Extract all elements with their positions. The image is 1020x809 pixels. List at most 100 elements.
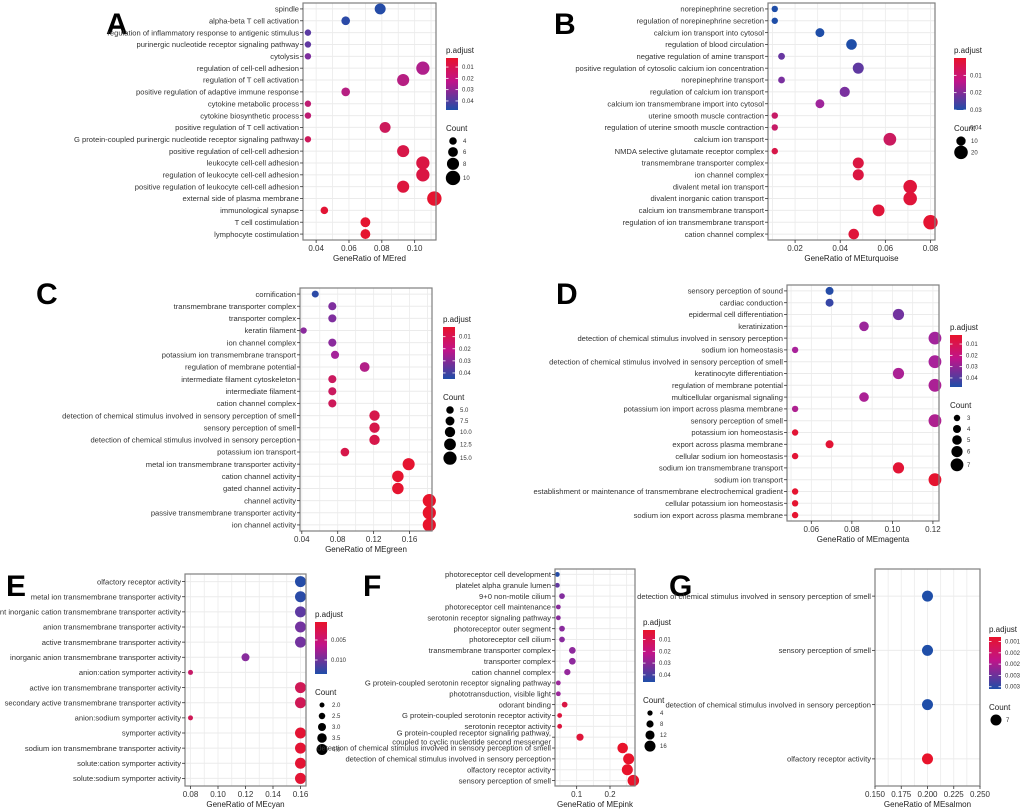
y-tick-label: sensory perception of smell bbox=[459, 776, 552, 785]
y-tick-label: cation channel complex bbox=[685, 230, 765, 239]
x-axis-label: GeneRatio of MEpink bbox=[557, 800, 634, 809]
size-legend-label: 10.0 bbox=[460, 430, 472, 436]
dot-point bbox=[554, 582, 560, 588]
y-tick-label: calcium ion transmembrane import into cy… bbox=[607, 99, 764, 108]
y-tick-label: serotonin receptor activity bbox=[464, 722, 551, 731]
size-legend-label: 4 bbox=[463, 139, 467, 145]
size-legend-title: Count bbox=[315, 688, 337, 697]
y-tick-label: detection of chemical stimulus involved … bbox=[345, 755, 551, 764]
dot-point bbox=[328, 399, 337, 408]
x-tick-label: 0.12 bbox=[925, 525, 941, 534]
dot-point bbox=[846, 39, 857, 50]
dot-point bbox=[892, 462, 905, 474]
y-tick-label: detection of chemical stimulus involved … bbox=[637, 592, 871, 601]
plot-border bbox=[786, 284, 940, 522]
color-legend-bar bbox=[446, 58, 458, 110]
x-axis-label: GeneRatio of MEgreen bbox=[325, 545, 407, 554]
color-legend-title: p.adjust bbox=[643, 618, 672, 627]
dot-point bbox=[883, 132, 897, 146]
y-tick-label: sodium ion homeostasis bbox=[702, 346, 784, 355]
dot-point bbox=[555, 615, 561, 621]
color-legend-title: p.adjust bbox=[954, 46, 983, 55]
y-tick-label: potassium ion transport bbox=[217, 448, 297, 457]
color-legend-bar bbox=[643, 630, 655, 682]
color-legend-label: 0.04 bbox=[659, 673, 671, 679]
x-tick-label: 0.14 bbox=[265, 790, 281, 799]
panel-letter: D bbox=[556, 278, 578, 311]
color-legend-label: 0.03 bbox=[970, 108, 982, 114]
color-legend-label: 0.04 bbox=[966, 376, 978, 382]
y-tick-label: norepinephrine transport bbox=[681, 76, 765, 85]
x-tick-label: 0.08 bbox=[330, 535, 346, 544]
panel-letter: B bbox=[554, 8, 576, 41]
color-legend-label: 0.005 bbox=[331, 638, 347, 644]
size-legend-dot bbox=[644, 740, 656, 752]
y-tick-label: gated channel activity bbox=[223, 484, 296, 493]
y-tick-label: anion:cation symporter activity bbox=[79, 668, 181, 677]
y-tick-label: positive regulation of T cell activation bbox=[175, 123, 299, 132]
dot-point bbox=[791, 405, 799, 413]
color-legend-label: 0.01 bbox=[966, 342, 978, 348]
x-tick-label: 0.06 bbox=[804, 525, 820, 534]
color-legend-label: 0.04 bbox=[462, 99, 474, 105]
y-tick-label: cornification bbox=[255, 290, 296, 299]
size-legend-dot bbox=[446, 406, 454, 414]
color-legend-title: p.adjust bbox=[315, 610, 344, 619]
dot-point bbox=[922, 644, 933, 656]
dot-point bbox=[771, 124, 778, 131]
size-legend-dot bbox=[951, 446, 963, 458]
y-tick-label: keratin filament bbox=[245, 326, 297, 335]
y-tick-label: regulation of leukocyte cell-cell adhesi… bbox=[163, 171, 299, 180]
y-tick-label: transmembrane transporter complex bbox=[174, 302, 297, 311]
color-legend-label: 0.02 bbox=[659, 649, 671, 655]
dot-point bbox=[568, 657, 576, 665]
dot-point bbox=[416, 168, 430, 182]
x-tick-label: 0.10 bbox=[407, 244, 423, 253]
x-axis-label: GeneRatio of MEturquoise bbox=[804, 254, 899, 263]
y-tick-label: calcium ion transport into cytosol bbox=[654, 28, 764, 37]
dot-point bbox=[903, 191, 917, 206]
size-legend-dot bbox=[956, 136, 966, 146]
dot-point bbox=[557, 713, 563, 718]
dot-point bbox=[311, 290, 319, 298]
color-legend-label: 0.02 bbox=[966, 353, 978, 359]
y-tick-label: symporter activity bbox=[122, 729, 181, 738]
dot-point bbox=[848, 228, 860, 240]
dot-point bbox=[771, 112, 778, 119]
size-legend-label: 3.5 bbox=[332, 736, 341, 742]
y-tick-label: transporter complex bbox=[484, 657, 551, 666]
dot-point bbox=[791, 500, 799, 507]
y-tick-label: solute:sodium symporter activity bbox=[73, 774, 181, 783]
size-legend-label: 3 bbox=[967, 416, 971, 422]
size-legend-title: Count bbox=[443, 393, 465, 402]
y-tick-label: negative regulation of amine transport bbox=[637, 52, 765, 61]
dot-point bbox=[304, 53, 312, 60]
y-tick-label: leukocyte cell-cell adhesion bbox=[207, 159, 299, 168]
dot-point bbox=[928, 378, 942, 392]
size-legend-label: 10 bbox=[463, 176, 470, 182]
size-legend-label: 4 bbox=[967, 427, 971, 433]
dot-point bbox=[922, 753, 933, 765]
size-legend-dot bbox=[445, 416, 455, 426]
dot-point bbox=[555, 680, 561, 686]
plot-border bbox=[767, 2, 936, 241]
size-legend-dot bbox=[449, 137, 457, 145]
y-tick-label: external side of plasma membrane bbox=[183, 194, 300, 203]
size-legend-label: 7.5 bbox=[460, 419, 469, 425]
y-tick-label: metal ion transmembrane transporter acti… bbox=[31, 592, 181, 601]
y-tick-label: intermediate filament cytoskeleton bbox=[181, 375, 296, 384]
dot-point bbox=[328, 302, 337, 311]
plot-border bbox=[299, 287, 433, 532]
dot-point bbox=[825, 286, 834, 295]
dot-point bbox=[872, 204, 885, 217]
y-tick-label: cytokine biosynthetic process bbox=[200, 111, 299, 120]
x-tick-label: 0.16 bbox=[402, 535, 418, 544]
size-legend-label: 6 bbox=[967, 450, 971, 456]
dot-point bbox=[304, 100, 312, 107]
y-tick-label: regulation of inflammatory response to a… bbox=[107, 28, 299, 37]
dot-point bbox=[815, 28, 825, 38]
dot-point bbox=[295, 697, 306, 709]
